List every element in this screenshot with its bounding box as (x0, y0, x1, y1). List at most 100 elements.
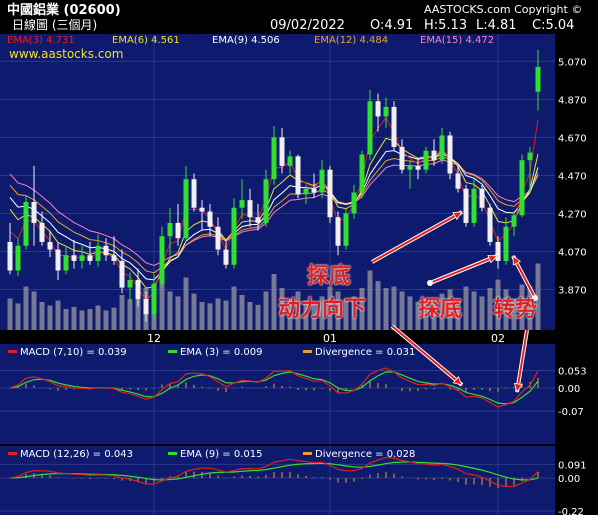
volume-bar (287, 298, 293, 330)
volume-bar (303, 300, 309, 330)
macd1-legend-ema: EMA (3) = 0.009 (180, 347, 263, 358)
candle-body (527, 152, 533, 161)
candle-body (199, 207, 205, 212)
candle-body (335, 217, 341, 246)
volume-bar (463, 286, 469, 330)
candle-body (519, 160, 525, 216)
volume-bar (479, 296, 485, 330)
volume-bar (255, 304, 261, 330)
volume-bar (383, 288, 389, 330)
candle-body (351, 192, 357, 214)
annotation-arrow-head (513, 382, 523, 393)
y-tick-label: 0.091 (558, 460, 587, 471)
candle-body (111, 255, 117, 261)
candle-body (535, 67, 541, 92)
candle-body (95, 245, 101, 261)
candle-body (415, 165, 421, 170)
candle-body (327, 169, 333, 218)
candle-body (87, 255, 93, 261)
volume-bar (263, 291, 269, 330)
candle-body (183, 179, 189, 239)
annotation-bottom-fishing-2: 探底 (418, 296, 463, 322)
candle-body (447, 135, 453, 174)
candle-body (47, 241, 53, 250)
candle-body (255, 217, 261, 223)
candle-body (207, 211, 213, 227)
volume-bar (503, 289, 509, 330)
annotation-dot (427, 280, 433, 286)
candle-body (63, 255, 69, 271)
volume-bar (207, 303, 213, 330)
annotation-arrow (371, 211, 463, 263)
legend-ema6: EMA(6) 4.561 (112, 35, 180, 46)
annotation-bottom-fishing-1: 探底 (307, 263, 352, 289)
y-tick-label: 4.070 (558, 247, 587, 258)
candle-body (103, 245, 109, 256)
candle-body (479, 188, 485, 208)
copyright: AASTOCKS.com Copyright © (424, 3, 583, 16)
macd2-legend-divergence: Divergence = 0.028 (315, 449, 416, 460)
volume-bar (127, 299, 133, 330)
volume-bar (175, 296, 181, 330)
candle-body (375, 101, 381, 117)
candle-body (495, 241, 501, 261)
x-tick-label: 12 (147, 332, 161, 345)
quote-open: O:4.91 (370, 18, 414, 33)
candle-body (271, 137, 277, 180)
volume-bar (399, 291, 405, 330)
y-tick-label: 4.270 (558, 209, 587, 220)
volume-bar (431, 300, 437, 330)
quote-close: C:5.04 (532, 18, 575, 33)
candle-body (391, 106, 397, 147)
candle-body (135, 279, 141, 299)
volume-bar (183, 277, 189, 330)
volume-bar (191, 293, 197, 330)
legend-ema15: EMA(15) 4.472 (420, 35, 495, 46)
volume-bar (495, 279, 501, 330)
y-tick-label: 0.00 (558, 474, 580, 485)
volume-bar (23, 286, 29, 330)
candle-body (263, 179, 269, 223)
volume-bar (79, 310, 85, 330)
volume-bar (471, 291, 477, 330)
candle-body (15, 245, 21, 271)
y-tick-label: 4.470 (558, 171, 587, 182)
volume-bar (55, 300, 61, 330)
volume-bar (415, 302, 421, 330)
volume-bar (351, 296, 357, 330)
volume-bar (47, 305, 53, 330)
stock-name: 中國鋁業 (02600) (7, 3, 121, 18)
candle-body (71, 255, 77, 261)
volume-bar (391, 286, 397, 330)
y-tick-label: 3.870 (558, 285, 587, 296)
candle-body (287, 156, 293, 166)
annotation-dot (532, 295, 538, 301)
annotation-arrow (516, 329, 528, 393)
candle-body (151, 283, 157, 315)
candle-body (279, 137, 285, 166)
volume-bar (87, 309, 93, 330)
candle-body (159, 236, 165, 284)
volume-bar (311, 303, 317, 330)
volume-bar (359, 288, 365, 330)
macd2-legend-ema: EMA (9) = 0.015 (180, 449, 263, 460)
legend-swatch (303, 452, 312, 455)
volume-bar (455, 298, 461, 330)
annotation-arrow (391, 325, 463, 386)
volume-bar (527, 286, 533, 330)
candle-body (191, 179, 197, 208)
candle-body (239, 200, 245, 208)
annotation-arrow-head (452, 376, 463, 386)
candle-body (143, 298, 149, 315)
legend-swatch (303, 350, 312, 353)
volume-bar (247, 302, 253, 330)
legend-ema12: EMA(12) 4.484 (314, 35, 389, 46)
chart-period: 日線圖 (三個月) (12, 18, 98, 32)
legend-swatch (168, 350, 177, 353)
volume-bar (15, 303, 21, 330)
annotation-arrow (429, 255, 498, 284)
candle-body (319, 169, 325, 193)
candle-body (399, 146, 405, 170)
y-tick-label: 5.070 (558, 57, 587, 68)
